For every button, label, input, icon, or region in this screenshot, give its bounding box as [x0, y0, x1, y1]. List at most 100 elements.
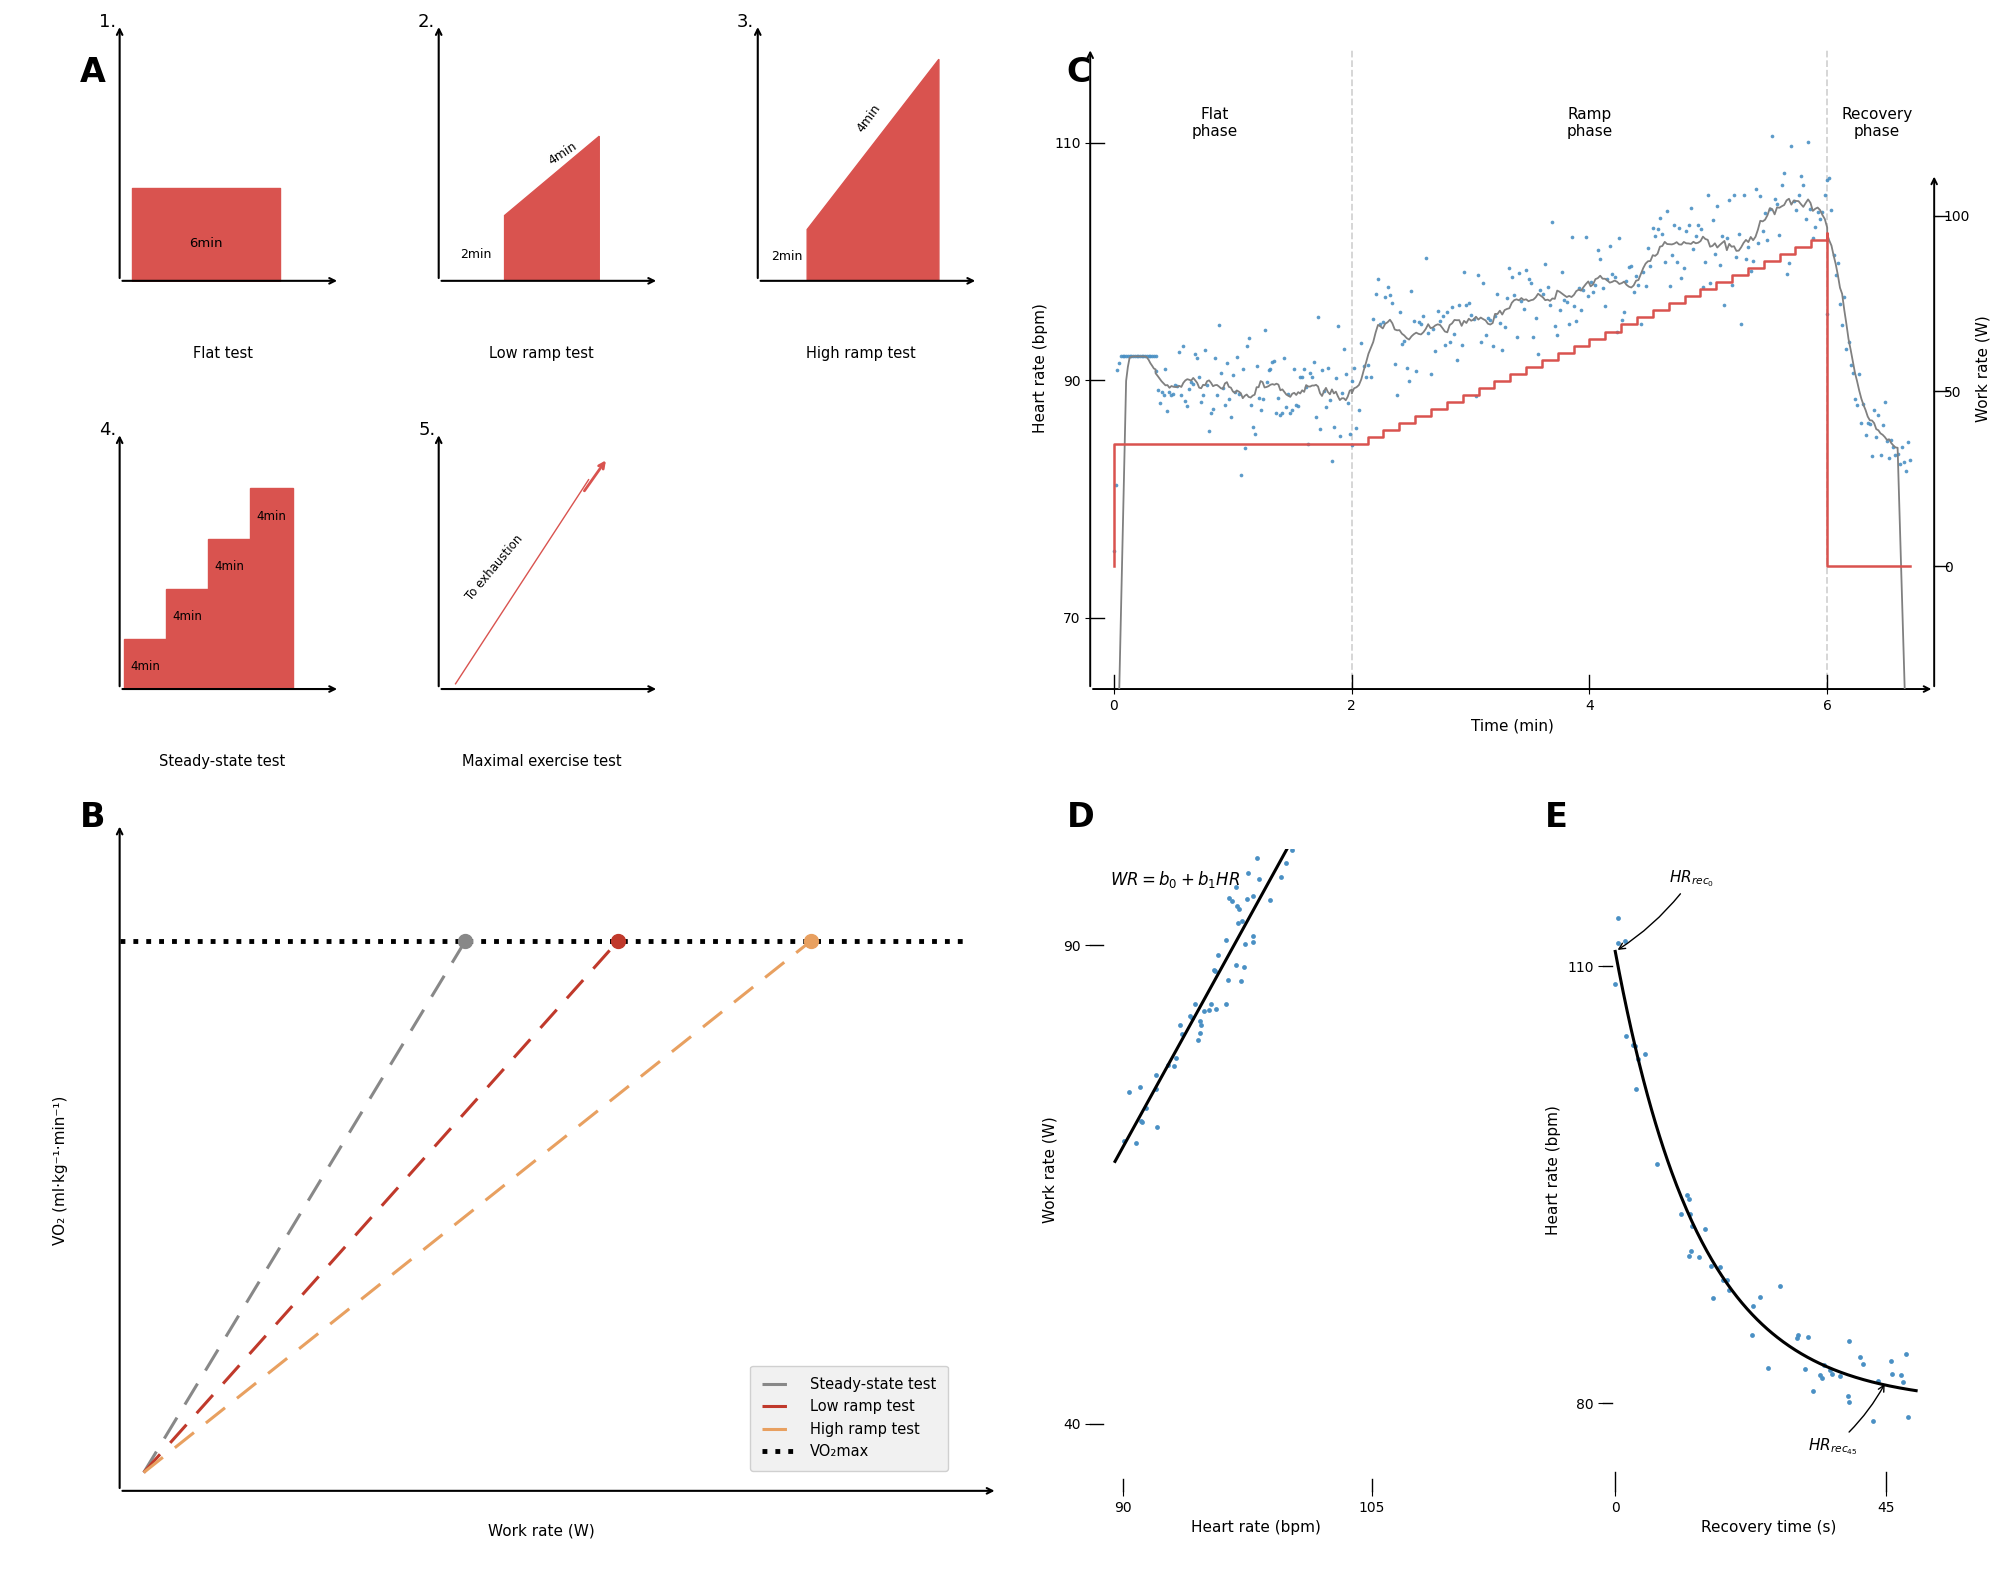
- Point: [1161, 1045, 1192, 1071]
- Point: [1153, 1053, 1184, 1078]
- Point: [1890, 458, 1922, 484]
- Point: [1406, 311, 1438, 336]
- Point: [1386, 331, 1418, 357]
- Point: [1874, 427, 1906, 452]
- Point: [1641, 1151, 1673, 1177]
- Point: [1286, 365, 1318, 390]
- Point: [1753, 1354, 1785, 1380]
- Polygon shape: [455, 479, 588, 685]
- Point: [1723, 222, 1755, 247]
- Point: [1605, 308, 1637, 333]
- Text: 3.: 3.: [738, 13, 754, 30]
- Point: [1480, 303, 1511, 328]
- Point: [1236, 929, 1268, 955]
- Point: [1735, 1323, 1767, 1348]
- Point: [1194, 400, 1226, 425]
- Point: [1791, 206, 1823, 232]
- Point: [1761, 190, 1793, 216]
- Point: [1141, 1077, 1172, 1102]
- Point: [1474, 306, 1505, 331]
- Point: [1204, 360, 1236, 385]
- Point: [1825, 292, 1856, 317]
- Point: [1844, 411, 1876, 436]
- Point: [1466, 330, 1497, 355]
- Point: [1232, 887, 1264, 912]
- Point: [1787, 173, 1819, 198]
- Point: [1799, 214, 1830, 239]
- Point: [1767, 173, 1799, 198]
- Point: [1290, 374, 1322, 400]
- Point: [1262, 385, 1294, 411]
- Point: [1188, 998, 1220, 1023]
- Point: [1360, 282, 1392, 308]
- Point: [1836, 360, 1868, 385]
- Point: [1121, 344, 1153, 370]
- Point: [1127, 1110, 1159, 1136]
- Point: [1364, 311, 1396, 336]
- Text: 2min: 2min: [772, 251, 802, 263]
- Point: [1482, 281, 1513, 306]
- Text: 2.: 2.: [419, 13, 435, 30]
- Text: 4.: 4.: [100, 420, 116, 439]
- Point: [1163, 339, 1194, 365]
- Point: [1803, 200, 1834, 225]
- Point: [1884, 450, 1916, 476]
- Point: [1113, 344, 1145, 370]
- Point: [1663, 216, 1695, 241]
- Point: [1880, 442, 1912, 468]
- Point: [1200, 382, 1232, 408]
- Point: [1238, 923, 1270, 948]
- Point: [1557, 293, 1589, 319]
- Point: [1553, 311, 1585, 336]
- Point: [1346, 330, 1378, 355]
- Point: [1278, 355, 1310, 381]
- Point: [1141, 344, 1172, 370]
- Point: [1866, 412, 1898, 438]
- Point: [1697, 208, 1729, 233]
- Point: [1795, 197, 1827, 222]
- Y-axis label: Heart rate (bpm): Heart rate (bpm): [1547, 1105, 1561, 1235]
- Point: [1619, 263, 1651, 289]
- Point: [1342, 398, 1374, 423]
- Point: [1109, 1129, 1141, 1155]
- Point: [1685, 217, 1717, 243]
- Point: [1563, 276, 1595, 301]
- Point: [1490, 314, 1521, 339]
- Point: [1382, 382, 1414, 408]
- Point: [1503, 260, 1535, 285]
- Point: [1513, 266, 1545, 292]
- Point: [1870, 428, 1902, 454]
- Text: 5.: 5.: [419, 420, 435, 439]
- Point: [1882, 442, 1914, 468]
- Point: [1872, 446, 1904, 471]
- Point: [1823, 251, 1854, 276]
- Point: [1372, 274, 1404, 300]
- Point: [1214, 404, 1246, 430]
- Point: [1641, 216, 1673, 241]
- Point: [1113, 1078, 1145, 1104]
- Point: [1232, 860, 1264, 885]
- Point: [1228, 955, 1260, 980]
- Point: [1412, 320, 1444, 346]
- Point: [1224, 463, 1256, 488]
- Point: [1250, 370, 1282, 395]
- Y-axis label: Work rate (W): Work rate (W): [1976, 316, 1990, 422]
- Point: [1472, 305, 1503, 330]
- Point: [1811, 168, 1842, 193]
- Point: [1127, 344, 1159, 370]
- Text: 4min: 4min: [257, 509, 287, 523]
- Point: [1805, 206, 1836, 232]
- Point: [1509, 257, 1541, 282]
- Point: [1210, 928, 1242, 953]
- Point: [1141, 358, 1172, 384]
- Point: [1336, 433, 1368, 458]
- Text: 4min: 4min: [213, 560, 243, 573]
- Point: [1811, 301, 1842, 327]
- Point: [1300, 404, 1332, 430]
- Point: [1256, 349, 1288, 374]
- Point: [1521, 341, 1553, 366]
- Point: [1785, 163, 1817, 189]
- Point: [1426, 303, 1458, 328]
- Point: [1224, 967, 1256, 993]
- Point: [1101, 473, 1133, 498]
